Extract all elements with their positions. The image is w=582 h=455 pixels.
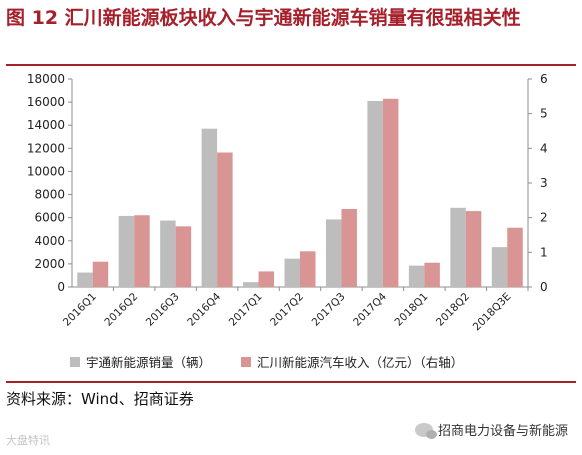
bar-sales-2016q4 [201, 128, 218, 287]
wechat-account-name: 招商电力设备与新能源 [437, 424, 568, 439]
source-note: 资料来源：Wind、招商证券 [6, 390, 194, 408]
y-left-tick-label: 12000 [27, 141, 65, 155]
legend-label-revenue: 汇川新能源汽车收入（亿元）（右轴） [257, 355, 464, 370]
title-divider [6, 64, 576, 66]
bar-sales-2017q2 [284, 258, 300, 287]
x-tick-label: 2016Q3 [144, 291, 182, 329]
x-tick-label: 2017Q1 [227, 291, 265, 329]
y-left-tick-label: 4000 [34, 234, 65, 248]
bar-revenue-2018q2 [465, 211, 482, 287]
legend-swatch-revenue [241, 356, 252, 367]
chart-legend: 宇通新能源销量（辆） 汇川新能源汽车收入（亿元）（右轴） [70, 352, 463, 371]
watermark: 大盘特讯 [6, 434, 50, 447]
legend-item-sales: 宇通新能源销量（辆） [70, 352, 211, 371]
bar-revenue-2017q1 [258, 271, 275, 287]
bar-sales-2017q1 [243, 282, 259, 287]
bar-sales-2016q3 [160, 220, 176, 287]
y-right-tick-label: 6 [540, 72, 548, 86]
x-tick-label: 2016Q4 [185, 290, 223, 328]
bar-sales-2018q1 [408, 265, 425, 287]
wechat-account: 招商电力设备与新能源 [414, 420, 568, 439]
y-left-tick-label: 14000 [27, 118, 65, 132]
bar-revenue-2016q3 [175, 226, 192, 287]
x-tick-label: 2016Q2 [102, 291, 140, 329]
bar-revenue-2016q4 [217, 152, 233, 287]
bar-chart: 0 2000 4000 6000 8000 10000 12000 14000 16000 180… [27, 72, 548, 334]
bar-revenue-2017q4 [382, 98, 399, 287]
legend-label-sales: 宇通新能源销量（辆） [86, 355, 212, 370]
bar-revenue-2017q3 [341, 209, 357, 287]
x-tick-label: 2017Q2 [268, 291, 306, 329]
y-right-tick-label: 5 [540, 107, 548, 121]
y-right-tick-label: 2 [540, 211, 548, 225]
bar-revenue-2017q2 [300, 251, 316, 287]
bar-sales-2018q2 [450, 207, 466, 287]
bar-sales-2017q4 [367, 100, 383, 287]
x-tick-label: 2018Q2 [434, 291, 472, 329]
bar-revenue-2016q1 [92, 261, 109, 287]
y-right-tick-label: 1 [540, 245, 548, 259]
y-left-tick-label: 0 [57, 280, 65, 294]
y-left-tick-label: 18000 [27, 72, 65, 86]
y-right-tick-label: 0 [540, 280, 548, 294]
x-tick-label: 2017Q4 [351, 290, 389, 328]
y-left-tick-label: 2000 [34, 257, 65, 271]
wechat-icon [414, 422, 437, 439]
legend-item-revenue: 汇川新能源汽车收入（亿元）（右轴） [241, 352, 463, 371]
y-left-tick-label: 6000 [34, 211, 65, 225]
y-left-tick-label: 16000 [27, 95, 65, 109]
bar-sales-2018q3e [491, 247, 508, 287]
figure-title: 图 12 汇川新能源板块收入与宇通新能源车销量有很强相关性 [6, 7, 521, 29]
x-tick-label: 2016Q1 [61, 291, 99, 329]
bar-revenue-2018q1 [424, 262, 440, 287]
legend-swatch-sales [70, 356, 80, 367]
bar-sales-2017q3 [325, 219, 342, 287]
bar-sales-2016q2 [118, 215, 135, 287]
bar-sales-2016q1 [77, 272, 93, 287]
y-left-tick-label: 8000 [34, 188, 65, 202]
y-right-tick-label: 4 [540, 141, 548, 155]
y-left-tick-label: 10000 [27, 164, 65, 178]
source-divider [6, 381, 576, 383]
bar-revenue-2016q2 [134, 215, 150, 287]
bar-revenue-2018q3e [507, 227, 523, 287]
x-tick-label: 2018Q1 [393, 291, 431, 329]
x-tick-label: 2018Q3E [471, 291, 514, 334]
y-right-tick-label: 3 [540, 176, 548, 190]
x-tick-label: 2017Q3 [310, 291, 348, 329]
